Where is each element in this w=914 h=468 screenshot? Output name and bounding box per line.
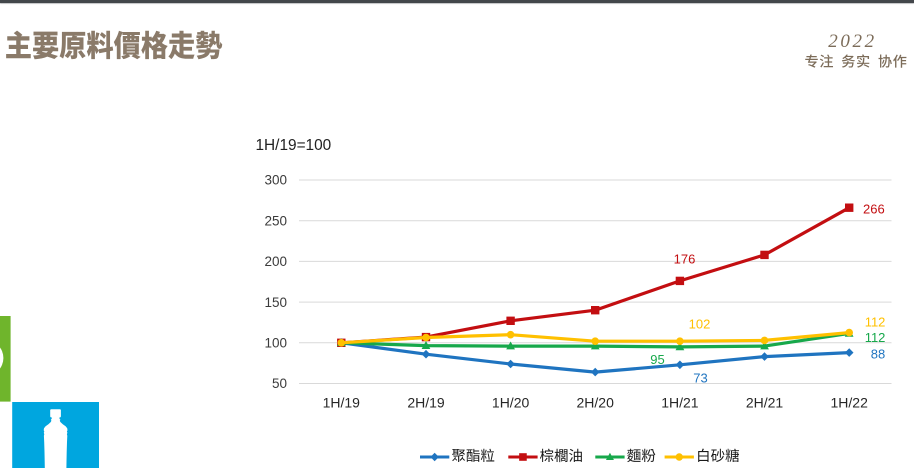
- svg-text:2H/20: 2H/20: [577, 395, 615, 411]
- svg-text:112: 112: [865, 315, 886, 330]
- svg-text:176: 176: [674, 252, 696, 267]
- svg-text:102: 102: [689, 317, 711, 332]
- svg-text:88: 88: [871, 347, 885, 362]
- svg-text:1H/22: 1H/22: [831, 395, 869, 411]
- svg-text:2022: 2022: [828, 31, 876, 52]
- svg-text:1H/19: 1H/19: [323, 395, 361, 411]
- svg-text:150: 150: [264, 295, 287, 310]
- svg-text:1H/20: 1H/20: [492, 395, 530, 411]
- svg-text:100: 100: [264, 336, 287, 351]
- svg-text:300: 300: [264, 173, 287, 188]
- svg-text:200: 200: [264, 254, 287, 269]
- svg-text:50: 50: [272, 376, 287, 391]
- svg-text:2H/19: 2H/19: [407, 395, 445, 411]
- svg-text:2H/21: 2H/21: [746, 395, 784, 411]
- svg-text:112: 112: [865, 330, 886, 345]
- svg-text:1H/19=100: 1H/19=100: [256, 137, 332, 154]
- svg-text:250: 250: [264, 213, 287, 228]
- svg-text:1H/21: 1H/21: [661, 395, 699, 411]
- svg-text:73: 73: [693, 371, 707, 386]
- svg-text:95: 95: [650, 352, 664, 367]
- svg-text:266: 266: [863, 201, 885, 216]
